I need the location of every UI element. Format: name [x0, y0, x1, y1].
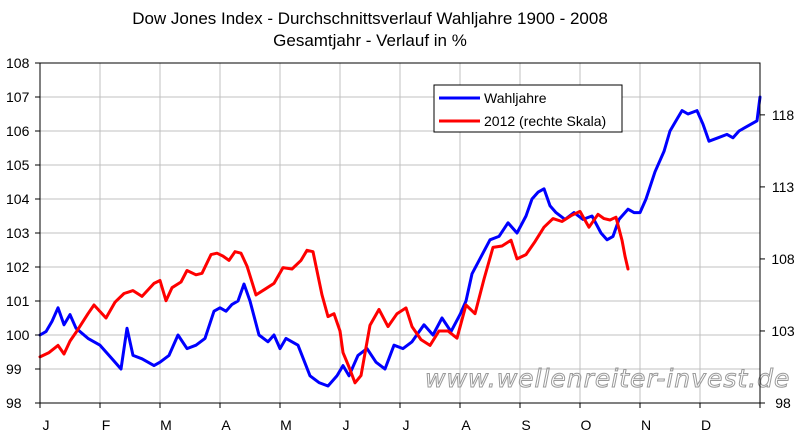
x-tick-label: F	[102, 417, 111, 433]
legend-label-2012: 2012 (rechte Skala)	[484, 113, 606, 129]
y2-tick-label: 98	[775, 395, 791, 411]
y-tick-label: 108	[6, 55, 30, 71]
x-tick-label: J	[43, 417, 50, 433]
x-tick-label: D	[701, 417, 711, 433]
x-tick-label: S	[521, 417, 530, 433]
y-tick-label: 104	[6, 191, 30, 207]
series-layer	[38, 95, 762, 388]
grid	[40, 62, 760, 404]
y-tick-label: 102	[6, 259, 30, 275]
axes: 98 99 100 101 102 103 104 105 106 107 108 98 103 108 1…	[6, 55, 795, 433]
x-tick-label: A	[221, 417, 231, 433]
legend-box	[433, 84, 623, 133]
y-tick-label: 101	[6, 293, 30, 309]
chart-subtitle: Gesamtjahr - Verlauf in %	[273, 31, 467, 50]
y-tick-label: 107	[6, 89, 30, 105]
watermark: www.wellenreiter-invest.de	[425, 364, 790, 393]
y-tick-label: 105	[6, 157, 30, 173]
legend-label-wahljahre: Wahljahre	[484, 90, 547, 106]
y2-tick-label: 108	[771, 251, 795, 267]
x-tick-label: N	[641, 417, 651, 433]
x-tick-label: J	[403, 417, 410, 433]
y-tick-label: 103	[6, 225, 30, 241]
x-tick-label: M	[160, 417, 172, 433]
x-tick-label: A	[461, 417, 471, 433]
y-tick-label: 106	[6, 123, 30, 139]
y2-tick-label: 113	[772, 179, 795, 195]
y2-tick-label: 103	[771, 323, 795, 339]
legend: Wahljahre 2012 (rechte Skala)	[433, 84, 623, 133]
y2-tick-label: 118	[772, 107, 795, 123]
y-tick-label: 99	[6, 361, 22, 377]
series-line-2012	[38, 209, 630, 385]
x-tick-label: J	[343, 417, 350, 433]
y-tick-label: 98	[6, 395, 22, 411]
chart-title: Dow Jones Index - Durchschnittsverlauf W…	[132, 9, 608, 28]
y-tick-label: 100	[6, 327, 30, 343]
x-tick-label: O	[581, 417, 592, 433]
x-tick-label: M	[280, 417, 292, 433]
